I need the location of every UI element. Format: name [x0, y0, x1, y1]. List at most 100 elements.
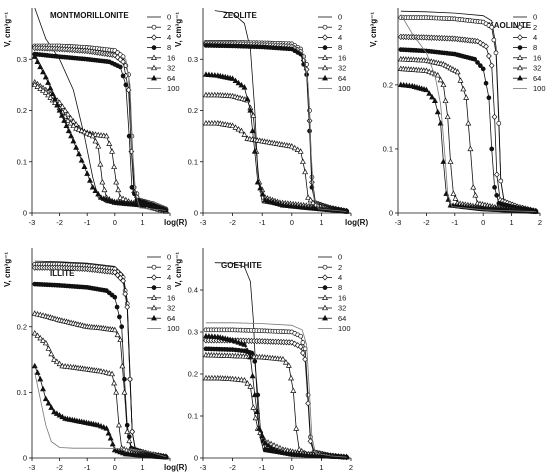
data-point: [117, 336, 124, 343]
legend-marker: [322, 45, 328, 50]
data-point: [89, 132, 96, 139]
data-point: [300, 349, 306, 357]
data-point: [232, 338, 239, 344]
data-point: [470, 184, 477, 190]
data-point: [113, 178, 120, 185]
data-point: [251, 148, 258, 154]
data-point: [45, 399, 52, 406]
data-point: [480, 66, 486, 72]
data-point: [56, 107, 63, 113]
data-point: [486, 95, 492, 101]
data-point: [483, 80, 489, 86]
data-point: [434, 71, 441, 78]
data-point: [460, 85, 467, 92]
legend-label: 8: [533, 43, 537, 52]
x-tick-label: 0: [290, 218, 294, 227]
legend-label: 64: [338, 74, 346, 83]
chart-title: ZEOLITE: [223, 11, 257, 20]
data-point: [84, 130, 91, 136]
data-point: [120, 195, 127, 202]
data-point: [78, 157, 85, 163]
panel-0: 0 0.1 0.2 0.3 -3 -2 -1 0 1 log(R) V, cm³g⁻¹ MONTMOR…: [3, 7, 187, 227]
data-point: [117, 64, 123, 70]
data-point: [119, 362, 126, 369]
data-point: [271, 446, 278, 452]
x-tick-label: -2: [229, 218, 236, 227]
data-point: [68, 132, 75, 139]
data-point: [58, 112, 65, 118]
data-point: [42, 339, 49, 346]
data-point: [40, 385, 47, 392]
data-point: [491, 37, 497, 43]
data-point: [288, 143, 295, 149]
data-point: [232, 77, 239, 84]
legend-marker: [517, 64, 523, 71]
legend-label: 2: [533, 23, 537, 32]
y-tick-label: 0.1: [383, 144, 393, 153]
y-axis-label: V, cm³g⁻¹: [174, 12, 183, 47]
series-line-32: [206, 122, 347, 212]
legend-marker: [151, 264, 157, 270]
data-point: [121, 389, 128, 395]
legend-label: 4: [533, 33, 537, 42]
data-point: [444, 113, 451, 120]
legend-label: 2: [167, 263, 171, 272]
data-point: [254, 408, 261, 414]
legend-label: 0: [533, 13, 537, 22]
data-point: [440, 81, 447, 88]
data-point: [238, 340, 245, 346]
data-point: [423, 67, 430, 73]
legend-label: 32: [533, 64, 541, 73]
data-point: [40, 68, 47, 75]
y-tick-label: 0.2: [17, 106, 27, 115]
y-tick-label: 0.1: [188, 157, 198, 166]
y-axis-label: V, cm³g⁻¹: [174, 252, 183, 287]
data-point: [51, 408, 58, 415]
data-point: [111, 269, 118, 276]
data-point: [276, 447, 283, 454]
data-point: [75, 126, 82, 132]
data-point: [109, 370, 116, 377]
legend-marker: [151, 294, 157, 300]
data-point: [472, 192, 479, 198]
panel-4: 0 0.1 0.2 0.3 0.4 -3 -2 -1 0 1 2 V, cm³g⁻¹ GOETHITE 0…: [174, 248, 353, 472]
data-point: [244, 347, 251, 354]
data-point: [450, 190, 457, 196]
data-point: [51, 356, 58, 362]
data-point: [59, 413, 66, 420]
legend-label: 8: [338, 283, 342, 292]
y-tick-label: 0.2: [383, 80, 393, 89]
data-point: [99, 178, 106, 185]
legend-label: 100: [167, 84, 180, 93]
data-point: [119, 324, 125, 330]
data-point: [235, 125, 242, 132]
data-point: [67, 119, 74, 126]
data-point: [232, 124, 239, 130]
data-point: [254, 178, 261, 185]
data-point: [437, 76, 444, 83]
data-point: [124, 428, 131, 434]
data-point: [109, 440, 116, 447]
legend-label: 100: [533, 84, 546, 93]
data-point: [492, 185, 497, 190]
legend-marker: [151, 34, 157, 41]
legend-marker: [322, 54, 328, 60]
data-point: [290, 387, 297, 393]
data-point: [297, 148, 304, 154]
legend-marker: [517, 74, 523, 81]
series-line-16: [34, 313, 166, 458]
data-point: [478, 63, 483, 69]
data-point: [256, 425, 263, 431]
legend-label: 0: [167, 13, 171, 22]
legend-marker: [151, 314, 157, 321]
data-point: [70, 122, 77, 129]
data-point: [268, 444, 275, 450]
data-point: [64, 111, 71, 117]
series-line-8: [34, 53, 167, 212]
y-tick-label: 0: [23, 454, 27, 463]
series-line-100: [206, 322, 347, 458]
x-tick-label: -3: [29, 463, 36, 472]
data-point: [285, 362, 292, 368]
data-point: [34, 83, 41, 89]
data-point: [279, 355, 286, 362]
